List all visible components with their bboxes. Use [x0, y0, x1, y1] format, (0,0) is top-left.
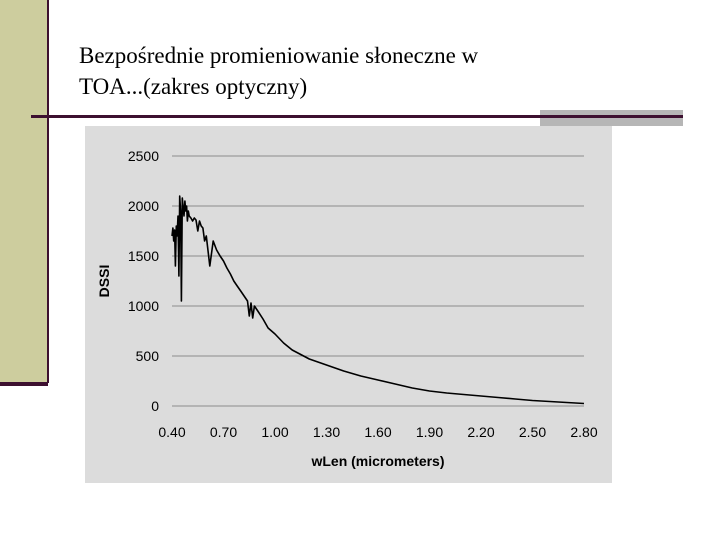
y-tick-label: 0: [151, 398, 159, 414]
title-rule-accent-block: [540, 110, 683, 126]
slide-title-line-2: TOA...(zakres optyczny): [79, 74, 308, 99]
title-rule: [31, 115, 683, 118]
x-tick-label: 0.70: [210, 424, 237, 440]
y-tick-label: 500: [136, 348, 160, 364]
series-layer: [171, 195, 585, 405]
x-axis-label: wLen (micrometers): [310, 453, 444, 469]
x-tick-label: 2.50: [519, 424, 546, 440]
y-tick-label: 2000: [128, 198, 159, 214]
x-tick-label: 1.60: [364, 424, 391, 440]
x-tick-label: 1.00: [261, 424, 288, 440]
title-rule-overlay: [540, 115, 683, 118]
y-tick-label: 2500: [128, 148, 159, 164]
y-tick-labels: 0 500 1000 1500 2000 2500: [128, 148, 159, 414]
grid-layer: [172, 155, 584, 407]
slide-title: Bezpośrednie promieniowanie słoneczne w …: [79, 40, 599, 102]
x-tick-label: 1.30: [313, 424, 340, 440]
y-tick-label: 1500: [128, 248, 159, 264]
solar-irradiance-chart: 0 500 1000 1500 2000 2500 0.40 0.70 1.00 1.30 1.6…: [96, 148, 598, 469]
series-line: [171, 195, 585, 405]
x-tick-labels: 0.40 0.70 1.00 1.30 1.60 1.90 2.20 2.50 2.80: [158, 424, 597, 440]
slide-title-line-1: Bezpośrednie promieniowanie słoneczne w: [79, 43, 479, 68]
side-bar-bottom-rule: [0, 382, 48, 386]
decorative-side-bar: [0, 0, 47, 383]
x-tick-label: 1.90: [416, 424, 443, 440]
x-tick-label: 2.80: [570, 424, 597, 440]
chart-frame: [85, 126, 612, 483]
x-tick-label: 2.20: [467, 424, 494, 440]
y-tick-label: 1000: [128, 298, 159, 314]
side-bar-edge-line: [47, 0, 49, 383]
y-axis-label: DSSI: [96, 265, 112, 298]
x-tick-label: 0.40: [158, 424, 185, 440]
